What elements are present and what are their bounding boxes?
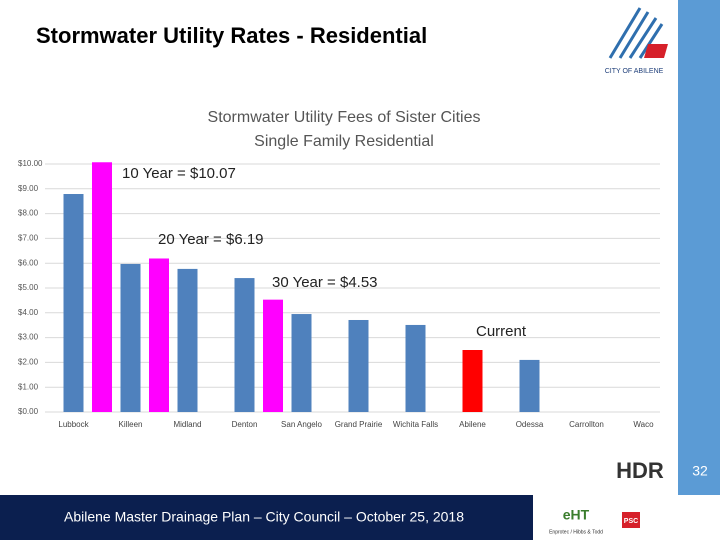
y-tick-label: $4.00 [18, 308, 39, 317]
chart-subtitle: Single Family Residential [254, 133, 434, 150]
bar [263, 299, 283, 412]
logo-flag [644, 44, 668, 58]
y-tick-label: $10.00 [18, 159, 43, 168]
y-tick-label: $9.00 [18, 184, 39, 193]
eht-caption: Enprotec / Hibbs & Todd [549, 529, 603, 535]
bar [348, 319, 369, 412]
annotation: 20 Year = $6.19 [158, 231, 264, 248]
bar [291, 314, 312, 412]
annotation: Current [476, 323, 527, 340]
bar [234, 278, 255, 412]
annotation: 30 Year = $4.53 [272, 274, 378, 291]
y-tick-label: $2.00 [18, 358, 39, 367]
x-tick-label: Odessa [516, 420, 544, 429]
eht-logo: eHT [563, 507, 590, 523]
x-tick-label: San Angelo [281, 420, 322, 429]
chart-title: Stormwater Utility Fees of Sister Cities [208, 109, 481, 126]
bar [405, 324, 426, 412]
logo-lines [608, 7, 664, 59]
annotation: 10 Year = $10.07 [122, 165, 236, 182]
y-tick-label: $6.00 [18, 258, 39, 267]
y-tick-label: $8.00 [18, 209, 39, 218]
page-number: 32 [692, 463, 708, 479]
hdr-logo: HDR [616, 458, 664, 483]
footer-bar [0, 495, 533, 540]
chart: $0.00 $1.00 $2.00 $3.00 $4.00 $5.00 $6.00 $7.00… [18, 159, 660, 429]
x-tick-label: Killeen [118, 420, 142, 429]
side-strip [678, 0, 720, 495]
x-tick-label: Abilene [459, 420, 486, 429]
y-tick-label: $1.00 [18, 382, 39, 391]
x-tick-label: Grand Prairie [335, 420, 383, 429]
bar [120, 263, 141, 412]
x-tick-label: Midland [173, 420, 201, 429]
city-logo: CITY OF ABILENE [605, 7, 668, 75]
x-tick-label: Denton [232, 420, 258, 429]
y-tick-label: $7.00 [18, 234, 39, 243]
slide-title: Stormwater Utility Rates - Residential [36, 23, 427, 48]
bar [92, 162, 112, 412]
x-tick-label: Wichita Falls [393, 420, 438, 429]
bar [149, 258, 169, 412]
y-tick-label: $5.00 [18, 283, 39, 292]
footer-text: Abilene Master Drainage Plan – City Coun… [64, 509, 464, 525]
y-tick-label: $0.00 [18, 407, 39, 416]
x-tick-label: Waco [633, 420, 654, 429]
bar [63, 194, 84, 412]
x-tick-label: Lubbock [58, 420, 89, 429]
psc-logo: PSC [624, 518, 638, 525]
x-tick-label: Carrollton [569, 420, 604, 429]
logo-text: CITY OF ABILENE [605, 68, 664, 75]
bar [462, 350, 483, 412]
bar [519, 359, 540, 412]
psc-box [622, 512, 640, 528]
y-tick-label: $3.00 [18, 333, 39, 342]
bar [177, 268, 198, 412]
